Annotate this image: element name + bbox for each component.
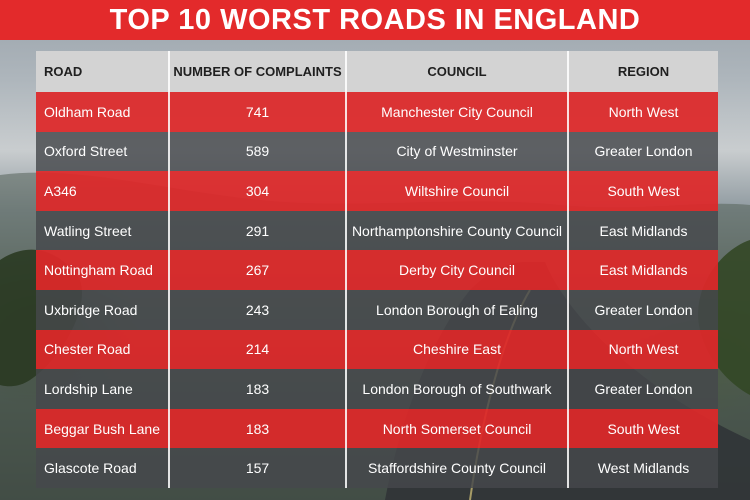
complaints-cell: 267 (168, 250, 346, 290)
road-cell: Lordship Lane (36, 369, 169, 409)
table-row: Lordship Lane 183 London Borough of Sout… (36, 369, 718, 409)
council-cell: Manchester City Council (345, 92, 568, 132)
complaints-cell: 304 (168, 171, 346, 211)
table-row: Watling Street 291 Northamptonshire Coun… (36, 210, 718, 251)
region-cell: North West (567, 92, 718, 132)
column-header-region: REGION (567, 51, 718, 92)
page-title: TOP 10 WORST ROADS IN ENGLAND (0, 0, 750, 40)
council-cell: City of Westminster (345, 131, 568, 172)
table-header-row: ROAD NUMBER OF COMPLAINTS COUNCIL REGION (36, 51, 718, 92)
complaints-cell: 741 (168, 92, 346, 132)
council-cell: North Somerset Council (345, 408, 568, 449)
region-cell: Greater London (567, 369, 718, 409)
council-cell: Wiltshire Council (345, 171, 568, 211)
road-cell: Oxford Street (36, 131, 169, 172)
council-cell: Northamptonshire County Council (345, 210, 568, 251)
region-cell: South West (567, 408, 718, 449)
table-row: Oldham Road 741 Manchester City Council … (36, 92, 718, 132)
road-cell: Watling Street (36, 210, 169, 251)
road-cell: Uxbridge Road (36, 289, 169, 330)
complaints-cell: 291 (168, 210, 346, 251)
complaints-cell: 589 (168, 131, 346, 172)
column-header-council: COUNCIL (345, 51, 568, 92)
council-cell: London Borough of Southwark (345, 369, 568, 409)
council-cell: London Borough of Ealing (345, 289, 568, 330)
council-cell: Derby City Council (345, 250, 568, 290)
column-header-complaints: NUMBER OF COMPLAINTS (168, 51, 346, 92)
region-cell: South West (567, 171, 718, 211)
region-cell: West Midlands (567, 448, 718, 488)
road-cell: Beggar Bush Lane (36, 408, 169, 449)
road-cell: Chester Road (36, 329, 169, 370)
region-cell: East Midlands (567, 250, 718, 290)
council-cell: Cheshire East (345, 329, 568, 370)
table-row: A346 304 Wiltshire Council South West (36, 171, 718, 211)
table-row: Nottingham Road 267 Derby City Council E… (36, 250, 718, 290)
road-cell: Nottingham Road (36, 250, 169, 290)
complaints-cell: 214 (168, 329, 346, 370)
region-cell: North West (567, 329, 718, 370)
complaints-cell: 183 (168, 408, 346, 449)
table-row: Oxford Street 589 City of Westminster Gr… (36, 131, 718, 172)
table-row: Chester Road 214 Cheshire East North Wes… (36, 329, 718, 370)
table-row: Uxbridge Road 243 London Borough of Eali… (36, 289, 718, 330)
region-cell: Greater London (567, 131, 718, 172)
complaints-cell: 243 (168, 289, 346, 330)
council-cell: Staffordshire County Council (345, 448, 568, 488)
road-cell: Glascote Road (36, 448, 169, 488)
complaints-cell: 157 (168, 448, 346, 488)
road-cell: A346 (36, 171, 169, 211)
region-cell: Greater London (567, 289, 718, 330)
column-header-road: ROAD (36, 51, 169, 92)
complaints-cell: 183 (168, 369, 346, 409)
road-cell: Oldham Road (36, 92, 169, 132)
table-row: Glascote Road 157 Staffordshire County C… (36, 448, 718, 488)
table-row: Beggar Bush Lane 183 North Somerset Coun… (36, 408, 718, 449)
worst-roads-table: ROAD NUMBER OF COMPLAINTS COUNCIL REGION… (36, 51, 718, 488)
region-cell: East Midlands (567, 210, 718, 251)
